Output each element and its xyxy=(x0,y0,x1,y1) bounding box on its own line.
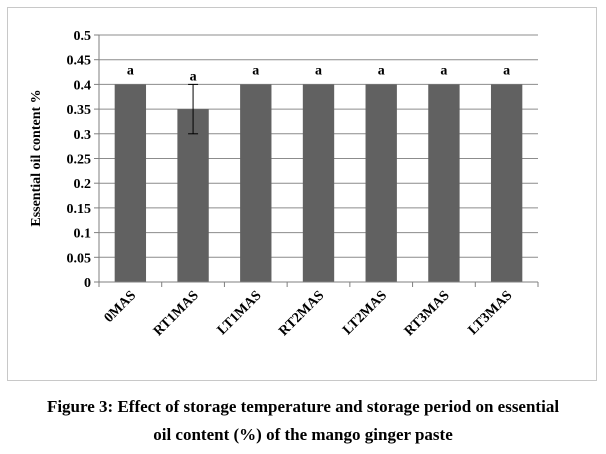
x-tick-labels: 0MAS RT1MAS LT1MAS RT2MAS LT2MAS RT3MAS LT3MAS xyxy=(102,288,516,339)
caption-line-1: Figure 3: Effect of storage temperature … xyxy=(46,397,560,416)
axes xyxy=(98,35,539,287)
y-tick-label: 0.3 xyxy=(74,128,92,143)
bar-RT1MAS xyxy=(177,109,209,282)
significance-letter-RT3MAS: a xyxy=(440,63,447,78)
bars xyxy=(114,84,523,283)
significance-letter-LT2MAS: a xyxy=(378,63,385,78)
bar-LT3MAS xyxy=(490,84,523,283)
y-tick-label: 0.4 xyxy=(74,78,92,93)
x-tick-label-LT2MAS: LT2MAS xyxy=(340,288,390,338)
x-tick-label-LT1MAS: LT1MAS xyxy=(215,288,265,338)
significance-letter-0MAS: a xyxy=(127,63,134,78)
y-tick-label: 0.2 xyxy=(74,177,92,192)
y-tick-label: 0.35 xyxy=(67,103,92,118)
y-tick-labels: 0 0.05 0.1 0.15 0.2 0.25 0.3 0.35 0.4 0.45 0.5 xyxy=(67,29,92,291)
y-tick-label: 0 xyxy=(84,276,91,291)
y-tick-label: 0.5 xyxy=(74,29,92,44)
y-axis-label: Essential oil content % xyxy=(29,89,44,226)
y-tick-label: 0.1 xyxy=(74,227,92,242)
bar-chart: 0 0.05 0.1 0.15 0.2 0.25 0.3 0.35 0.4 0.45 0.5 0MA… xyxy=(29,29,539,339)
y-tick-label: 0.05 xyxy=(67,251,92,266)
significance-letter-LT3MAS: a xyxy=(503,63,510,78)
y-tick-label: 0.15 xyxy=(67,202,92,217)
error-bar-RT1MAS xyxy=(188,83,199,135)
figure-caption: Figure 3: Effect of storage temperature … xyxy=(0,393,606,449)
x-tick-label-RT1MAS: RT1MAS xyxy=(151,288,202,339)
y-tick-label: 0.25 xyxy=(67,153,92,168)
bar-LT1MAS xyxy=(240,84,272,283)
x-tick-label-RT3MAS: RT3MAS xyxy=(402,288,453,339)
bar-RT3MAS xyxy=(428,84,460,283)
x-tick-label-LT3MAS: LT3MAS xyxy=(466,288,516,338)
bar-LT2MAS xyxy=(365,84,397,283)
bar-RT2MAS xyxy=(302,84,335,283)
significance-letter-RT1MAS: a xyxy=(190,69,197,84)
x-tick-label-0MAS: 0MAS xyxy=(102,288,140,326)
y-tick-label: 0.45 xyxy=(67,54,92,69)
significance-letter-LT1MAS: a xyxy=(252,63,259,78)
error-bars xyxy=(188,83,199,135)
bar-0MAS xyxy=(114,84,147,283)
caption-line-2: oil content (%) of the mango ginger past… xyxy=(153,425,453,444)
x-tick-label-RT2MAS: RT2MAS xyxy=(276,288,327,339)
significance-letter-RT2MAS: a xyxy=(315,63,322,78)
